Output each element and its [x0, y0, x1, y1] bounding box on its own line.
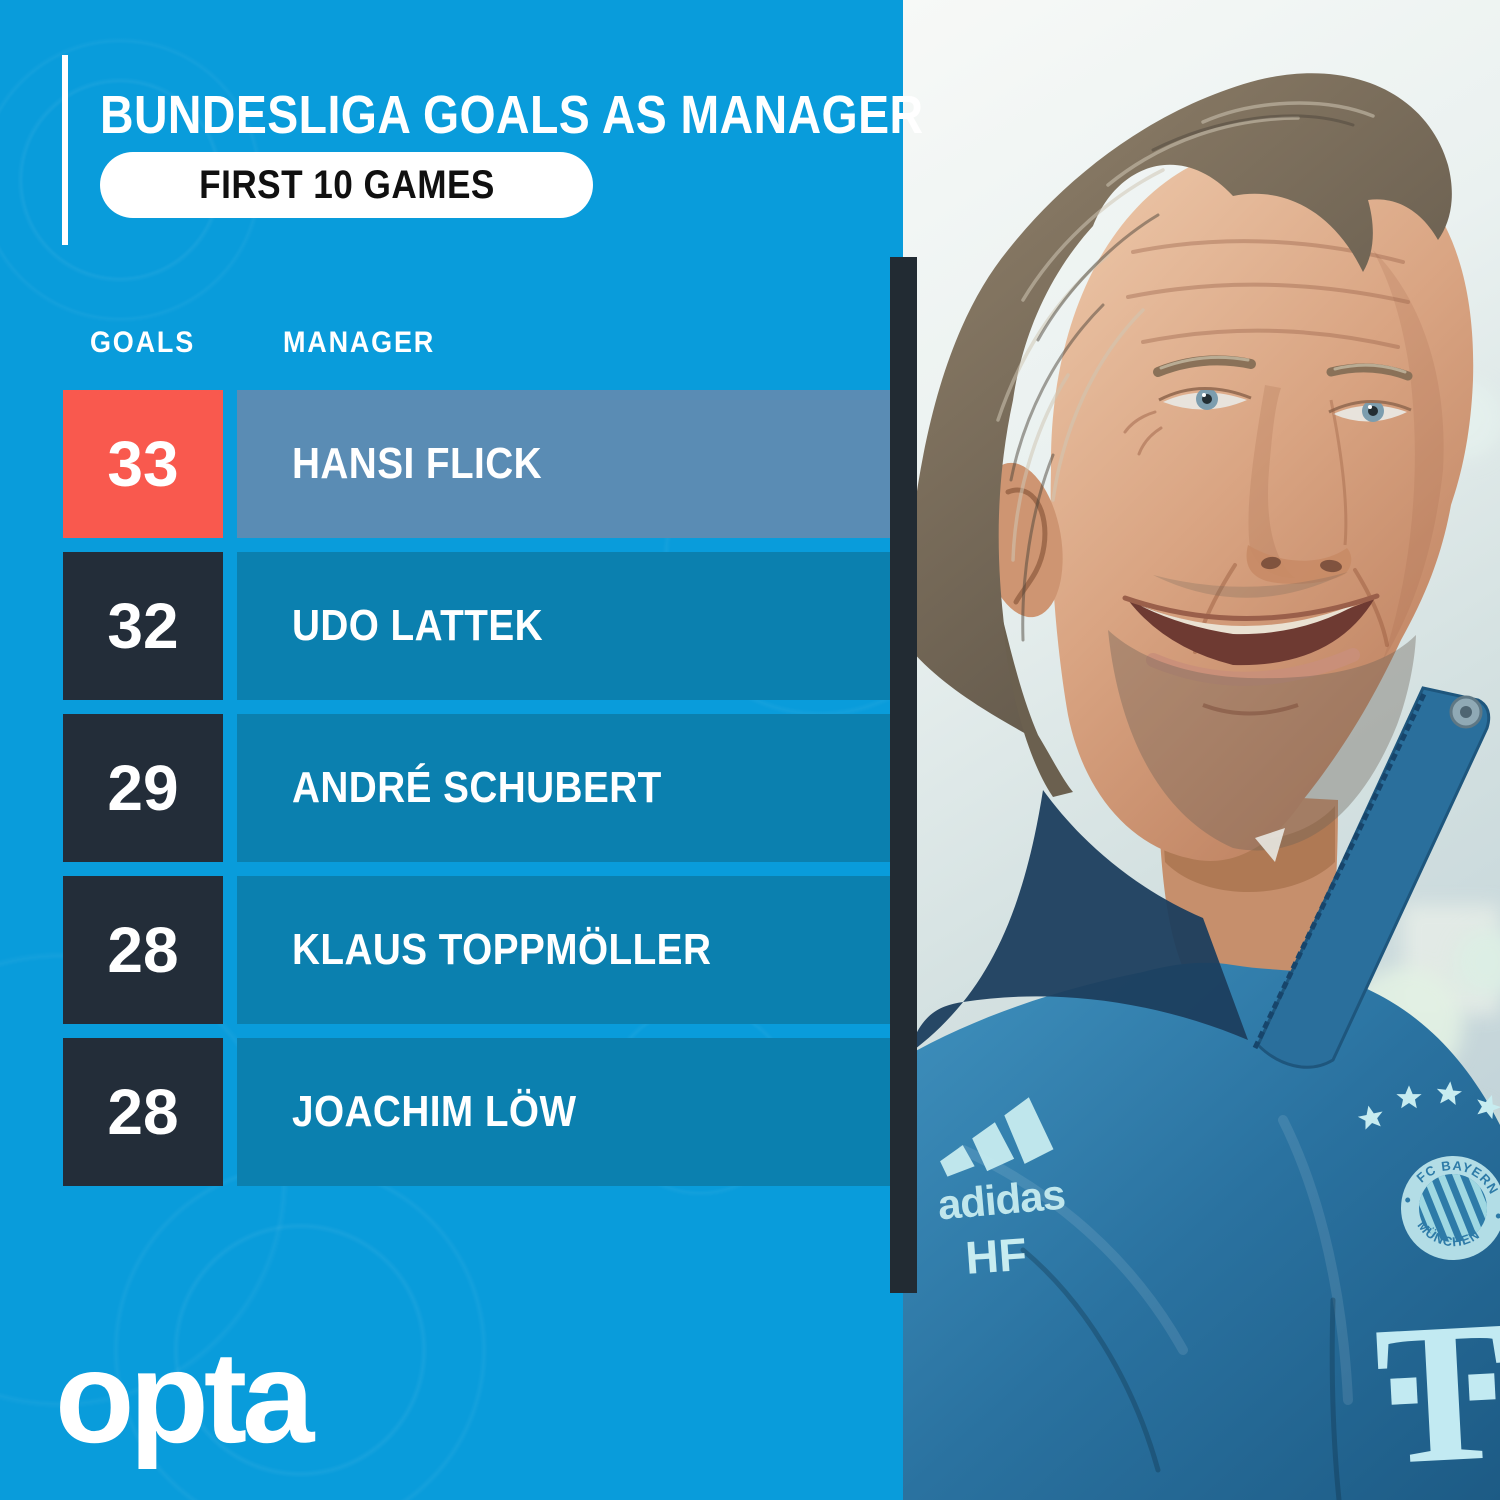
goal-box: 33	[63, 390, 223, 538]
collar-flap	[1256, 686, 1491, 1069]
collar-shadow	[903, 790, 1248, 1075]
table-row: 28 KLAUS TOPPMÖLLER	[63, 876, 890, 1024]
table-row: 29 ANDRÉ SCHUBERT	[63, 714, 890, 862]
manager-name: UDO LATTEK	[292, 601, 544, 650]
stubble	[1108, 572, 1416, 851]
jacket	[903, 686, 1500, 1500]
hair	[903, 73, 1452, 797]
column-headers: GOALS MANAGER	[0, 326, 900, 362]
table-row: 33 HANSI FLICK	[63, 390, 890, 538]
table-row: 32 UDO LATTEK	[63, 552, 890, 700]
manager-name: JOACHIM LÖW	[292, 1087, 577, 1136]
manager-name: HANSI FLICK	[292, 439, 543, 488]
hf-initials: HF	[964, 1228, 1029, 1284]
adidas-logo: adidas	[936, 1097, 1067, 1229]
column-header-goals: GOALS	[90, 326, 196, 359]
subtitle-badge: FIRST 10 GAMES	[100, 152, 593, 218]
manager-bar: JOACHIM LÖW	[237, 1038, 890, 1186]
telekom-logo: T	[1371, 1280, 1500, 1500]
divider-bar	[890, 257, 917, 1293]
goal-box: 28	[63, 876, 223, 1024]
eyes	[1123, 387, 1412, 456]
manager-table: 33 HANSI FLICK 32 UDO LATTEK 29 ANDRÉ SC…	[63, 390, 890, 1200]
column-header-manager: MANAGER	[283, 326, 436, 359]
hansi-flick-photo: adidas HF FC BAYERN MÜNCHEN	[903, 0, 1500, 1500]
eyebrows	[1153, 355, 1413, 381]
mouth	[1122, 593, 1380, 686]
manager-bar: ANDRÉ SCHUBERT	[237, 714, 890, 862]
adidas-text: adidas	[936, 1171, 1067, 1229]
telekom-t-letter: T	[1371, 1280, 1500, 1500]
manager-name: KLAUS TOPPMÖLLER	[292, 925, 712, 974]
bayern-crest: FC BAYERN MÜNCHEN	[1401, 1151, 1500, 1260]
table-row: 28 JOACHIM LÖW	[63, 1038, 890, 1186]
accent-line	[62, 55, 68, 245]
manager-bar: UDO LATTEK	[237, 552, 890, 700]
goal-box: 32	[63, 552, 223, 700]
manager-bar: KLAUS TOPPMÖLLER	[237, 876, 890, 1024]
opta-logo: opta	[55, 1324, 314, 1470]
goal-box: 29	[63, 714, 223, 862]
page-title: BUNDESLIGA GOALS AS MANAGER	[100, 85, 924, 145]
goal-box: 28	[63, 1038, 223, 1186]
subtitle-badge-text: FIRST 10 GAMES	[198, 162, 495, 207]
nose	[1246, 385, 1352, 584]
manager-name: ANDRÉ SCHUBERT	[292, 763, 662, 812]
manager-bar: HANSI FLICK	[237, 390, 890, 538]
